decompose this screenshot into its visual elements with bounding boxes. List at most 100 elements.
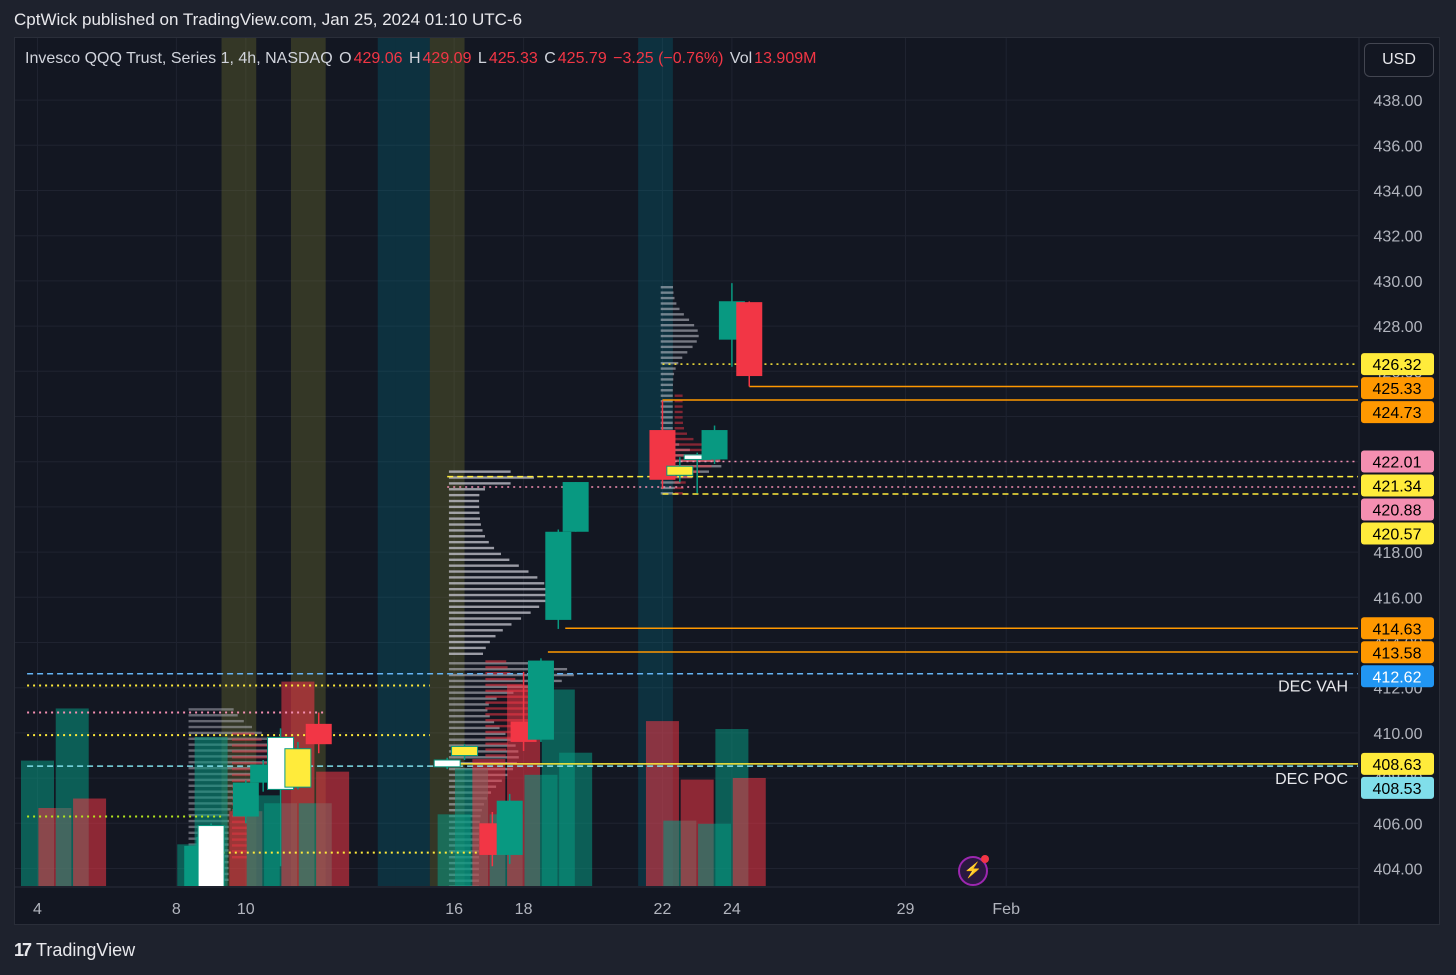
- profile-row: [660, 481, 681, 484]
- candle-body: [496, 800, 523, 855]
- profile-row: [660, 296, 675, 300]
- volume-bar: [73, 798, 107, 886]
- profile-row: [231, 744, 272, 747]
- low-label: L: [477, 50, 487, 67]
- profile-row: [448, 599, 546, 603]
- time-tick-label: 10: [237, 901, 255, 918]
- profile-row: [674, 481, 686, 484]
- price-badges: 426.32 425.33 424.73 422.01 421.34 420.88 420.…: [1361, 353, 1434, 799]
- profile-row: [188, 737, 272, 740]
- price-tick-label: 430.00: [1374, 274, 1423, 291]
- profile-row: [660, 361, 679, 365]
- profile-row: [674, 427, 685, 430]
- profile-row: [674, 443, 704, 446]
- profile-row: [674, 421, 683, 425]
- profile-row: [660, 291, 674, 294]
- price-tick-label: 410.00: [1374, 726, 1423, 743]
- profile-row: [674, 399, 683, 403]
- time-tick-label: 8: [172, 901, 181, 918]
- profile-row: [448, 517, 480, 520]
- profile-row: [448, 703, 489, 706]
- profile-row: [448, 679, 562, 683]
- profile-row: [448, 587, 549, 591]
- price-badge: [1361, 776, 1434, 799]
- price-badge-label: 414.63: [1373, 621, 1422, 638]
- session-zone: [377, 38, 396, 886]
- volume-bar: [559, 752, 593, 886]
- profile-row: [448, 691, 514, 694]
- candle-body: [562, 482, 589, 532]
- brand-name: TradingView: [36, 940, 136, 960]
- profile-row: [674, 448, 716, 452]
- profile-row: [448, 552, 501, 556]
- profile-row: [448, 629, 503, 632]
- profile-row: [674, 394, 683, 397]
- open-value: 429.06: [353, 50, 403, 67]
- profile-row: [188, 731, 262, 735]
- profile-row: [448, 493, 480, 497]
- profile-row: [660, 302, 677, 305]
- time-tick-label: 29: [897, 901, 915, 918]
- price-badge-label: 426.32: [1373, 357, 1422, 374]
- profile-row: [485, 683, 523, 687]
- price-tick-label: 436.00: [1374, 138, 1423, 155]
- profile-row: [660, 313, 684, 316]
- profile-row: [448, 646, 486, 650]
- profile-row: [660, 318, 690, 321]
- profile-row: [448, 529, 483, 532]
- currency-button[interactable]: USD: [1364, 43, 1434, 77]
- price-badge-label: 420.88: [1373, 502, 1422, 519]
- profile-row: [485, 730, 516, 734]
- profile-row: [660, 394, 673, 397]
- profile-row: [448, 535, 486, 538]
- profile-row: [448, 558, 510, 561]
- candle-body: [666, 465, 694, 476]
- price-badge: [1361, 752, 1434, 775]
- candle-body: [736, 302, 763, 377]
- price-badge: [1361, 641, 1434, 664]
- profile-row: [448, 611, 531, 614]
- tradingview-logo[interactable]: 17 TradingView: [14, 940, 135, 961]
- profile-row: [674, 405, 683, 408]
- price-badge: [1361, 353, 1434, 376]
- profile-row: [674, 437, 694, 441]
- publisher-caption: CptWick published on TradingView.com, Ja…: [14, 10, 523, 29]
- profile-row: [448, 511, 480, 514]
- profile-row: [448, 662, 546, 665]
- candle-body: [527, 660, 554, 740]
- open-label: O: [339, 50, 352, 67]
- candle-body: [305, 723, 332, 745]
- profile-row: [485, 724, 524, 728]
- price-tick-label: 416.00: [1374, 590, 1423, 607]
- profile-row: [188, 708, 234, 711]
- profile-row: [448, 582, 545, 585]
- profile-row: [188, 766, 279, 770]
- profile-row: [448, 744, 516, 747]
- profile-row: [448, 667, 568, 671]
- close-label: C: [544, 50, 556, 67]
- profile-row: [448, 673, 574, 677]
- profile-row: [448, 640, 490, 644]
- price-tick-label: 418.00: [1374, 545, 1423, 562]
- change-value: −3.25 (−0.76%): [613, 50, 724, 67]
- profile-row: [660, 329, 698, 332]
- profile-row: [448, 634, 496, 638]
- profile-row: [660, 421, 673, 425]
- price-badge: [1361, 377, 1434, 400]
- profile-row: [485, 677, 516, 681]
- candle-body: [284, 748, 312, 788]
- candle-body: [197, 825, 225, 886]
- time-tick-label: Feb: [992, 901, 1020, 918]
- profile-row: [448, 540, 489, 544]
- candle-body: [545, 531, 572, 620]
- candle-body: [433, 759, 461, 768]
- profile-row: [231, 750, 281, 753]
- price-tick-label: 434.00: [1374, 184, 1423, 201]
- profile-row: [188, 772, 269, 776]
- profile-row: [448, 709, 488, 712]
- profile-row: [660, 286, 674, 289]
- chart-annotations: DEC VAH DEC POC: [1275, 678, 1348, 788]
- price-tick-label: 406.00: [1374, 816, 1423, 833]
- profile-row: [660, 389, 673, 392]
